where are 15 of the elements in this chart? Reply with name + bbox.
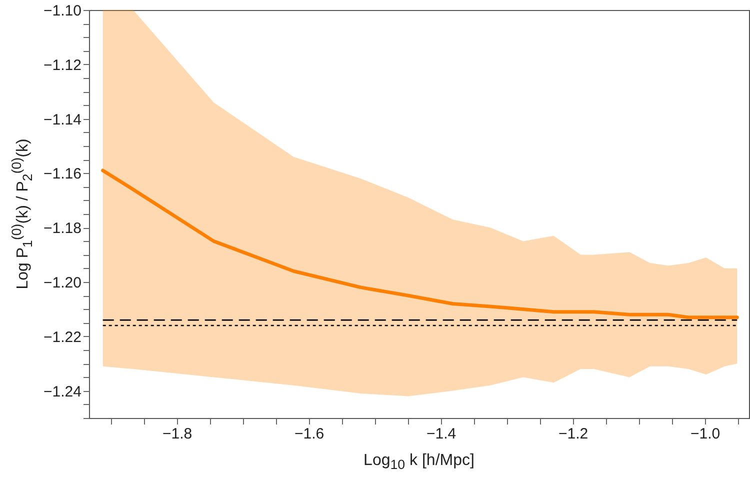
- x-tick-label: −1.6: [294, 426, 324, 442]
- x-tick-label: −1.8: [162, 426, 192, 442]
- y-tick-label: −1.18: [44, 220, 82, 238]
- line-series: [101, 168, 739, 320]
- x-tick-label: −1.4: [426, 426, 456, 442]
- y-tick-label: −1.10: [44, 2, 82, 20]
- y-tick-label: −1.16: [44, 166, 82, 183]
- y-tick-label: −1.22: [44, 328, 82, 346]
- y-tick-label: −1.12: [44, 56, 82, 74]
- y-tick-label: −1.24: [44, 383, 82, 400]
- y-tick-label: −1.20: [44, 274, 82, 292]
- y-tick-label: −1.14: [44, 111, 82, 128]
- x-axis-title: Log$_{10}$ k [h/Mpc]: [364, 452, 474, 472]
- x-tick-label: −1.0: [690, 426, 720, 442]
- x-tick-label: −1.2: [558, 426, 588, 442]
